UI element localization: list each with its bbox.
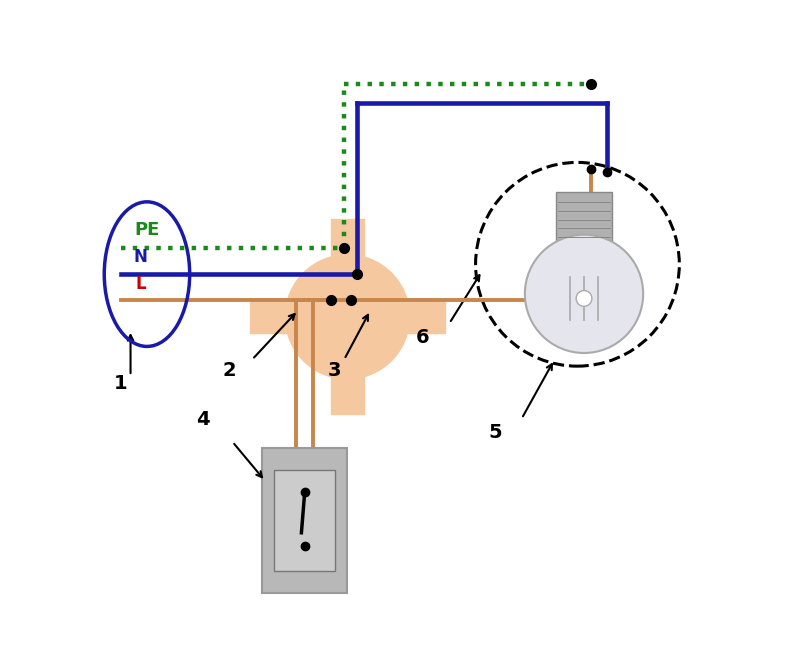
Bar (274, 470, 335, 571)
Text: 3: 3 (327, 361, 341, 380)
Bar (556, 192, 612, 242)
Text: 2: 2 (222, 361, 236, 380)
Text: 4: 4 (196, 411, 210, 429)
Circle shape (525, 235, 643, 353)
Text: N: N (134, 248, 147, 266)
Text: L: L (135, 275, 146, 293)
Text: 5: 5 (489, 424, 502, 442)
Text: PE: PE (134, 220, 160, 239)
Text: 6: 6 (416, 328, 430, 347)
Circle shape (576, 290, 592, 306)
Bar (250, 300, 294, 333)
Bar (331, 370, 364, 414)
Bar (401, 300, 445, 333)
Circle shape (286, 255, 410, 379)
Bar (331, 219, 364, 263)
Text: 1: 1 (114, 374, 127, 393)
Bar (262, 448, 347, 593)
Bar (566, 238, 602, 248)
